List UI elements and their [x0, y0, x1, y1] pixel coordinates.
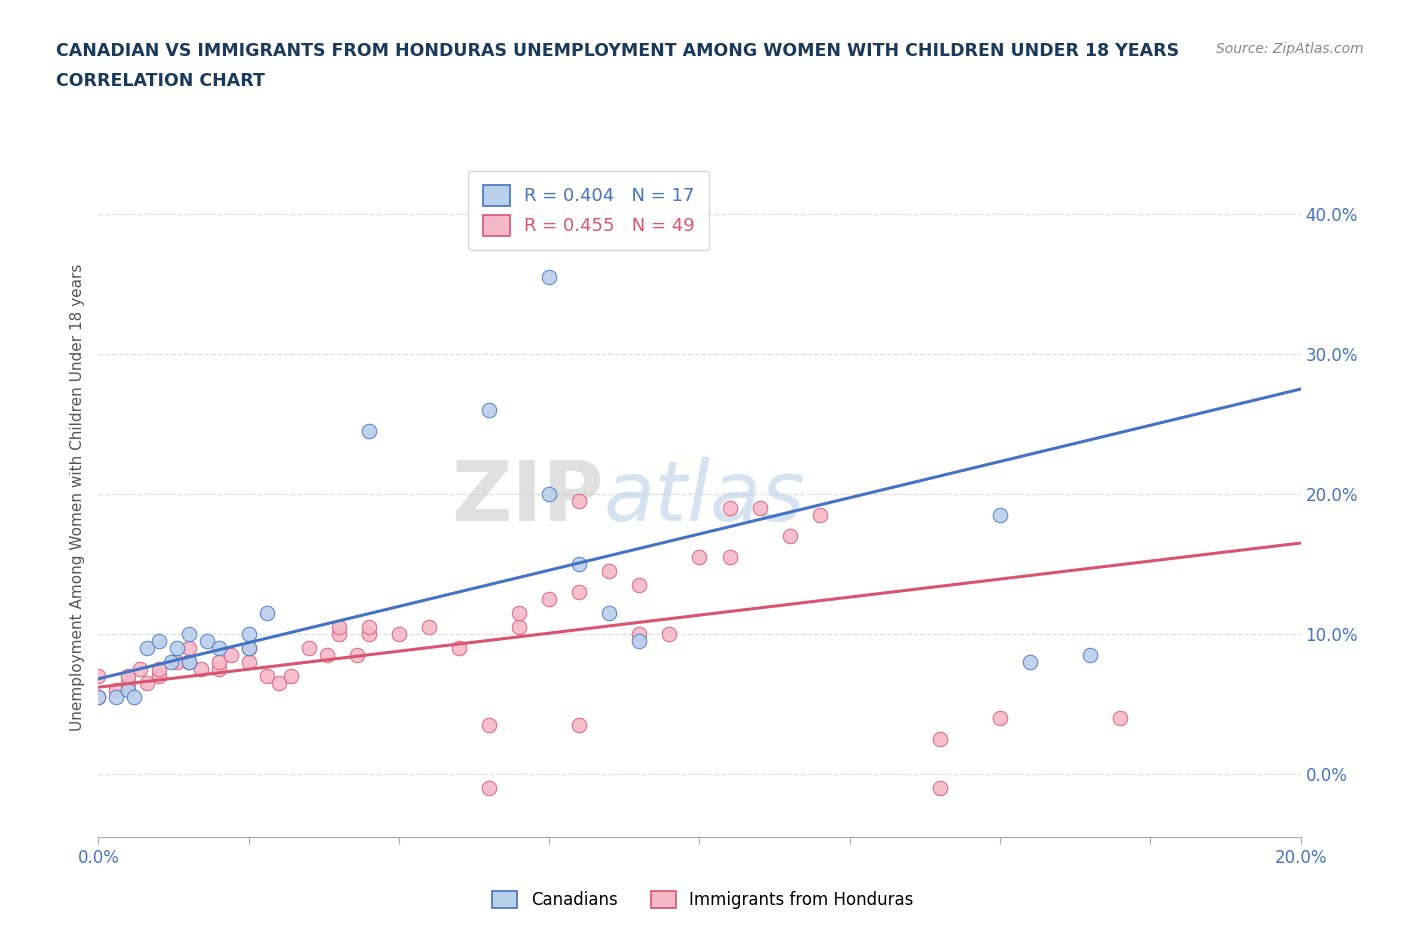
- Point: [568, 556, 591, 571]
- Legend: Canadians, Immigrants from Honduras: Canadians, Immigrants from Honduras: [484, 883, 922, 917]
- Point: [148, 661, 170, 676]
- Point: [135, 675, 157, 690]
- Point: [538, 270, 561, 285]
- Point: [177, 655, 200, 670]
- Text: ZIP: ZIP: [451, 457, 603, 538]
- Point: [658, 627, 681, 642]
- Point: [219, 647, 242, 662]
- Point: [208, 641, 231, 656]
- Point: [87, 689, 110, 704]
- Point: [538, 486, 561, 501]
- Point: [598, 605, 620, 620]
- Point: [87, 689, 110, 704]
- Point: [1109, 711, 1132, 725]
- Point: [124, 689, 146, 704]
- Point: [447, 641, 470, 656]
- Point: [159, 655, 181, 670]
- Point: [718, 500, 741, 515]
- Point: [388, 627, 411, 642]
- Point: [87, 669, 110, 684]
- Point: [357, 619, 380, 634]
- Point: [117, 683, 139, 698]
- Point: [238, 627, 260, 642]
- Point: [190, 661, 212, 676]
- Point: [748, 500, 770, 515]
- Point: [177, 641, 200, 656]
- Point: [166, 655, 188, 670]
- Point: [478, 780, 501, 795]
- Point: [135, 641, 157, 656]
- Point: [568, 494, 591, 509]
- Point: [166, 641, 188, 656]
- Text: CORRELATION CHART: CORRELATION CHART: [56, 72, 266, 89]
- Point: [538, 591, 561, 606]
- Point: [478, 403, 501, 418]
- Point: [195, 633, 218, 648]
- Point: [1019, 655, 1042, 670]
- Point: [117, 669, 139, 684]
- Text: Source: ZipAtlas.com: Source: ZipAtlas.com: [1216, 42, 1364, 56]
- Point: [357, 627, 380, 642]
- Point: [689, 550, 711, 565]
- Point: [177, 655, 200, 670]
- Point: [315, 647, 337, 662]
- Point: [148, 633, 170, 648]
- Point: [105, 683, 128, 698]
- Point: [478, 718, 501, 733]
- Y-axis label: Unemployment Among Women with Children Under 18 years: Unemployment Among Women with Children U…: [70, 264, 86, 731]
- Point: [628, 633, 651, 648]
- Point: [779, 528, 801, 543]
- Point: [267, 675, 290, 690]
- Point: [208, 655, 231, 670]
- Text: CANADIAN VS IMMIGRANTS FROM HONDURAS UNEMPLOYMENT AMONG WOMEN WITH CHILDREN UNDE: CANADIAN VS IMMIGRANTS FROM HONDURAS UNE…: [56, 42, 1180, 60]
- Point: [1078, 647, 1101, 662]
- Point: [718, 550, 741, 565]
- Point: [280, 669, 302, 684]
- Point: [929, 732, 952, 747]
- Point: [238, 641, 260, 656]
- Point: [568, 585, 591, 600]
- Point: [208, 661, 231, 676]
- Point: [117, 675, 139, 690]
- Point: [988, 711, 1011, 725]
- Point: [598, 564, 620, 578]
- Point: [148, 669, 170, 684]
- Point: [238, 641, 260, 656]
- Point: [508, 619, 530, 634]
- Point: [256, 605, 278, 620]
- Point: [418, 619, 440, 634]
- Point: [929, 780, 952, 795]
- Point: [238, 655, 260, 670]
- Point: [105, 689, 128, 704]
- Point: [988, 508, 1011, 523]
- Point: [346, 647, 368, 662]
- Legend: R = 0.404   N = 17, R = 0.455   N = 49: R = 0.404 N = 17, R = 0.455 N = 49: [468, 170, 709, 250]
- Point: [177, 627, 200, 642]
- Point: [568, 718, 591, 733]
- Point: [808, 508, 831, 523]
- Point: [328, 619, 350, 634]
- Point: [508, 605, 530, 620]
- Point: [256, 669, 278, 684]
- Point: [628, 627, 651, 642]
- Text: atlas: atlas: [603, 457, 806, 538]
- Point: [298, 641, 321, 656]
- Point: [129, 661, 152, 676]
- Point: [628, 578, 651, 592]
- Point: [328, 627, 350, 642]
- Point: [357, 424, 380, 439]
